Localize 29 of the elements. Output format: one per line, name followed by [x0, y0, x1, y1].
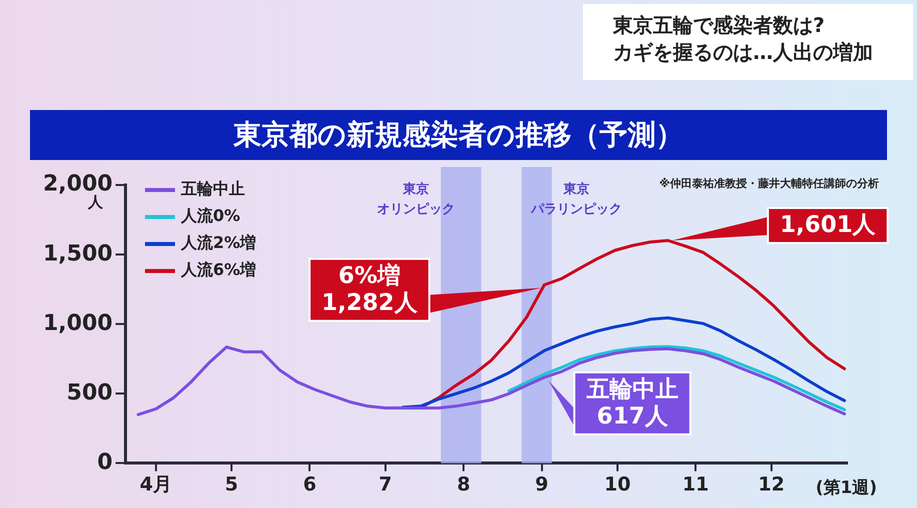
- x-tick-label: 7: [378, 474, 392, 496]
- y-tick-label: 0: [97, 450, 113, 475]
- legend-label: 人流2%増: [181, 233, 256, 254]
- legend-label: 人流6%増: [181, 260, 256, 281]
- chart-title: 東京都の新規感染者の推移（予測）: [30, 110, 887, 160]
- y-tick-label: 1,500: [42, 241, 113, 266]
- annotation: 617人: [596, 403, 669, 430]
- annotation: 6%増 1,282人: [322, 262, 418, 316]
- annotation: ※仲田泰祐准教授・藤井大輔特任講師の分析: [659, 176, 879, 191]
- y-tick-label: 1,000: [42, 310, 113, 336]
- y-tick-label: 500: [66, 380, 113, 406]
- legend-label: 人流0%: [181, 206, 240, 227]
- annotation: 1,601人: [780, 212, 877, 238]
- x-tick-label: 8: [456, 474, 470, 496]
- x-tick-label: 4月: [140, 474, 172, 496]
- x-tick-label: 12: [758, 474, 785, 496]
- annotation: 五輪中止: [181, 179, 245, 200]
- x-tick-label: 9: [535, 474, 548, 496]
- x-tick-label: 11: [682, 474, 709, 496]
- x-tick-label: 6: [303, 474, 316, 496]
- y-axis-title: 人: [87, 193, 104, 211]
- text: 東京五輪で感染者数は?: [613, 12, 826, 39]
- legend-label: 五輪中止: [585, 376, 678, 402]
- x-tick-label: 5: [224, 474, 238, 496]
- x-tick-label: 10: [604, 474, 631, 496]
- x-axis-title: (第1週): [816, 478, 877, 498]
- band-label: 東京パラリンピック: [530, 181, 622, 217]
- text: カギを握るのは…人出の増加: [613, 39, 874, 66]
- band-label: 東京オリンピック: [377, 181, 456, 217]
